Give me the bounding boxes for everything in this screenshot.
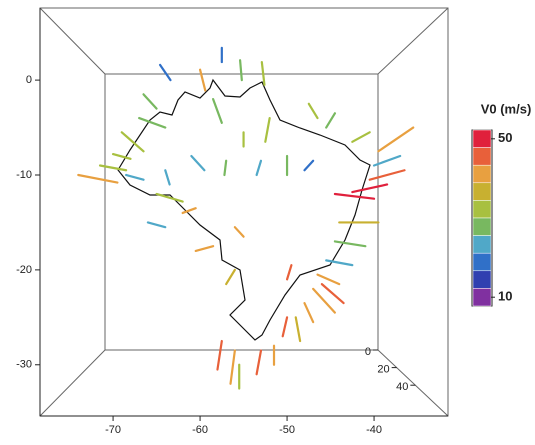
velocity-vector: [190, 154, 206, 172]
colorbar-swatch: [472, 182, 492, 201]
velocity-vector: [320, 283, 345, 305]
velocity-vector: [223, 159, 228, 177]
y-tick-label: 0: [26, 74, 32, 86]
velocity-vector: [351, 183, 389, 194]
velocity-vector: [351, 131, 371, 143]
velocity-vector: [198, 68, 207, 92]
velocity-vector: [233, 226, 245, 238]
velocity-vector: [303, 301, 315, 324]
velocity-vector: [158, 63, 172, 82]
y-tick-label: -30: [16, 359, 32, 371]
velocity-vector: [260, 60, 266, 86]
x-tick-label: -60: [192, 424, 208, 436]
velocity-vector: [325, 112, 337, 129]
colorbar-swatch: [472, 217, 492, 236]
y-tick-label: -10: [16, 169, 32, 181]
velocity-vector: [138, 116, 167, 129]
colorbar-swatch: [472, 164, 492, 184]
colorbar-title: V0 (m/s): [481, 101, 532, 116]
velocity-vector: [255, 159, 263, 177]
velocity-vector: [125, 173, 145, 181]
colorbar-swatch: [472, 270, 492, 289]
perspective-edge: [39, 7, 106, 75]
velocity-vector: [155, 192, 184, 203]
velocity-vector: [212, 97, 223, 124]
perspective-edge: [377, 349, 449, 417]
colorbar-swatch: [472, 252, 492, 272]
velocity-vector: [142, 93, 158, 110]
plot-frame: [39, 7, 449, 417]
velocity-vector: [146, 221, 167, 229]
velocity-vector: [281, 316, 289, 338]
perspective-edge: [39, 349, 106, 417]
z-tick-label: 0: [365, 346, 371, 358]
velocity-vector: [368, 169, 406, 181]
velocity-vector: [120, 131, 145, 153]
velocity-vector: [98, 164, 128, 172]
velocity-vector: [194, 245, 215, 253]
velocity-vector: [303, 159, 315, 172]
velocity-vector: [294, 316, 302, 343]
velocity-vector: [216, 339, 223, 371]
colorbar-tick-label: 10: [498, 289, 512, 304]
velocity-vector: [181, 207, 197, 215]
velocity-vector: [377, 126, 415, 153]
z-tick-label: 20: [377, 364, 389, 376]
velocity-vector: [325, 259, 354, 267]
velocity-vector: [238, 59, 243, 82]
back-frame: [104, 73, 379, 351]
z-tick-label: 40: [396, 381, 408, 393]
colorbar-swatch: [472, 200, 492, 219]
x-tick-label: -40: [366, 424, 382, 436]
velocity-vector: [264, 116, 271, 143]
velocity-vector: [333, 240, 367, 248]
velocity-vector: [225, 268, 236, 286]
velocity-vector: [255, 349, 263, 376]
x-tick-label: -50: [279, 424, 295, 436]
velocity-vector: [77, 173, 119, 184]
velocity-vector: [111, 153, 132, 160]
colorbar-swatch: [472, 147, 492, 166]
velocity-vector: [333, 192, 376, 200]
velocity-vector: [229, 349, 236, 385]
velocity-vector: [312, 287, 337, 314]
x-tick-label: -70: [105, 424, 121, 436]
colorbar-swatch: [472, 235, 492, 254]
y-tick-label: -20: [16, 264, 32, 276]
velocity-vector: [285, 264, 293, 281]
velocity-vector: [307, 102, 319, 120]
colorbar-tick-label: 50: [498, 130, 512, 145]
colorbar-swatch: [472, 288, 492, 307]
colorbar-swatch: [472, 129, 492, 148]
velocity-vector: [372, 154, 402, 167]
perspective-edge: [377, 7, 449, 75]
velocity-vector: [316, 273, 341, 286]
velocity-vector: [164, 169, 171, 186]
